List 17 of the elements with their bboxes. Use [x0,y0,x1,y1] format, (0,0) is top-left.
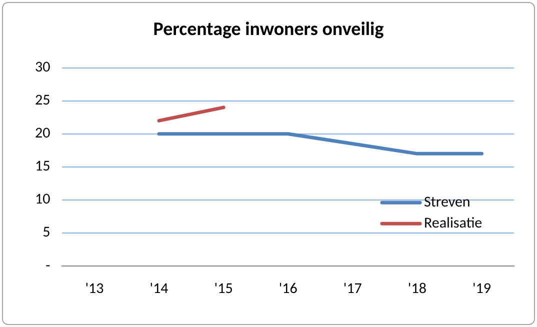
x-tick-label: '19 [472,280,492,298]
x-tick-label: '15 [214,280,233,298]
x-tick-label: '18 [408,280,426,298]
y-tick-label: - [46,256,51,275]
y-tick-label: 10 [34,190,51,209]
x-tick-label: '14 [150,280,169,298]
y-tick-label: 25 [34,92,50,110]
x-tick-label: '16 [278,280,298,298]
x-tick-label: '17 [343,280,362,298]
legend-label: Streven [424,193,470,212]
y-tick-label: 30 [34,58,51,77]
x-tick-label: '13 [85,280,104,298]
chart-title: Percentage inwoners onveilig [153,18,384,42]
legend-label: Realisatie [424,214,482,232]
y-tick-label: 15 [34,158,50,176]
y-tick-label: 20 [34,124,51,143]
y-tick-label: 5 [42,224,50,242]
